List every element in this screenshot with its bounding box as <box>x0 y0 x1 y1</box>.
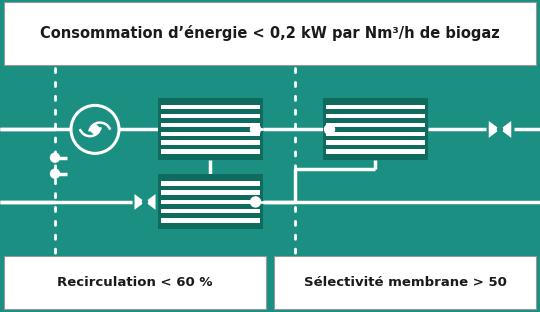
Bar <box>160 105 260 110</box>
Bar <box>160 181 260 186</box>
Bar <box>158 174 262 229</box>
Bar <box>160 132 260 136</box>
Text: Recirculation < 60 %: Recirculation < 60 % <box>57 275 213 289</box>
Circle shape <box>51 153 59 162</box>
Bar <box>160 190 260 195</box>
Polygon shape <box>489 121 500 138</box>
Bar <box>326 105 424 110</box>
Text: Sélectivité membrane > 50: Sélectivité membrane > 50 <box>303 275 507 289</box>
Circle shape <box>325 124 334 134</box>
Bar <box>326 114 424 118</box>
Bar <box>326 149 424 154</box>
Circle shape <box>251 197 260 207</box>
Polygon shape <box>500 121 511 138</box>
Circle shape <box>143 199 147 204</box>
Bar <box>274 256 536 309</box>
Circle shape <box>497 127 503 132</box>
Bar <box>326 123 424 127</box>
Bar <box>326 132 424 136</box>
Polygon shape <box>145 194 156 210</box>
Text: Consommation d’énergie < 0,2 kW par Nm³/h de biogaz: Consommation d’énergie < 0,2 kW par Nm³/… <box>40 25 500 41</box>
Bar <box>160 114 260 118</box>
Bar <box>160 218 260 222</box>
Bar <box>160 149 260 154</box>
Circle shape <box>71 105 119 154</box>
Circle shape <box>51 169 59 178</box>
Bar <box>160 209 260 213</box>
Bar <box>160 123 260 127</box>
Bar <box>4 2 536 65</box>
Bar <box>322 98 428 160</box>
Bar <box>160 200 260 204</box>
Polygon shape <box>134 194 145 210</box>
Circle shape <box>91 125 99 134</box>
Circle shape <box>251 124 260 134</box>
Bar <box>326 140 424 145</box>
Bar <box>158 98 262 160</box>
Bar <box>160 140 260 145</box>
Bar <box>4 256 266 309</box>
